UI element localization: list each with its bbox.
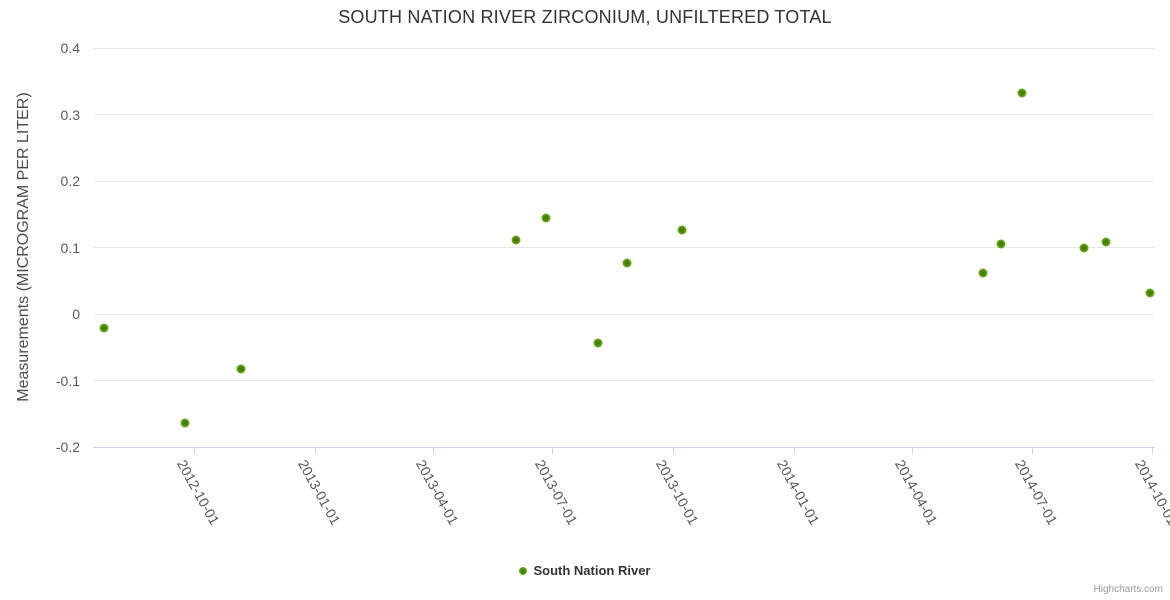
y-gridline [93, 114, 1155, 115]
legend-item-south-nation-river[interactable]: South Nation River [519, 563, 651, 578]
data-point[interactable] [1145, 288, 1155, 298]
x-tick [912, 448, 914, 454]
y-gridline [93, 380, 1155, 381]
x-tick-label: 2014-01-01 [773, 457, 823, 528]
data-point[interactable] [677, 225, 687, 235]
y-tick-label: -0.2 [55, 439, 80, 455]
y-tick-label: 0.1 [60, 239, 80, 256]
x-tick-label: 2014-04-01 [892, 457, 941, 528]
y-tick-label: 0.3 [60, 106, 80, 123]
data-point[interactable] [511, 235, 521, 245]
data-point[interactable] [236, 364, 246, 374]
x-tick [194, 448, 196, 454]
legend-marker-icon [519, 566, 528, 575]
x-axis-line [93, 447, 1155, 448]
data-point[interactable] [1017, 88, 1027, 98]
y-tick-label: 0.2 [60, 173, 80, 189]
data-point[interactable] [99, 323, 108, 333]
data-point[interactable] [996, 239, 1006, 249]
y-gridline [93, 180, 1155, 182]
x-tick [673, 448, 675, 454]
x-tick-label: 2013-01-01 [294, 457, 344, 528]
data-point[interactable] [1101, 237, 1111, 247]
x-tick [1152, 448, 1154, 454]
y-gridline [93, 313, 1155, 315]
x-tick [432, 448, 434, 454]
x-tick-label: 2012-10-01 [174, 457, 223, 528]
x-tick-label: 2013-04-01 [412, 457, 462, 528]
data-point[interactable] [180, 418, 190, 428]
legend: South Nation River [0, 563, 1170, 578]
legend-item-label: South Nation River [533, 563, 651, 578]
data-point[interactable] [622, 258, 632, 268]
x-tick [793, 448, 795, 454]
y-tick-label: 0 [72, 306, 80, 322]
data-point[interactable] [1079, 243, 1089, 252]
y-tick-label: -0.1 [55, 372, 80, 389]
data-point[interactable] [978, 268, 988, 278]
x-tick [314, 448, 316, 454]
y-gridline [93, 47, 1155, 49]
x-tick [1031, 448, 1033, 454]
highcharts-credits-link[interactable]: Highcharts.com [1093, 584, 1163, 595]
x-tick-label: 2013-07-01 [532, 457, 582, 528]
y-tick-label: 0.4 [60, 40, 80, 56]
x-tick-label: 2013-10-01 [653, 457, 702, 528]
data-point[interactable] [593, 338, 603, 348]
y-gridline [93, 247, 1155, 248]
chart-title: SOUTH NATION RIVER ZIRCONIUM, UNFILTERED… [338, 7, 832, 27]
x-tick-label: 2014-10-01 [1132, 457, 1170, 528]
data-point[interactable] [541, 213, 551, 223]
x-tick [552, 448, 554, 454]
x-tick-label: 2014-07-01 [1011, 457, 1061, 528]
